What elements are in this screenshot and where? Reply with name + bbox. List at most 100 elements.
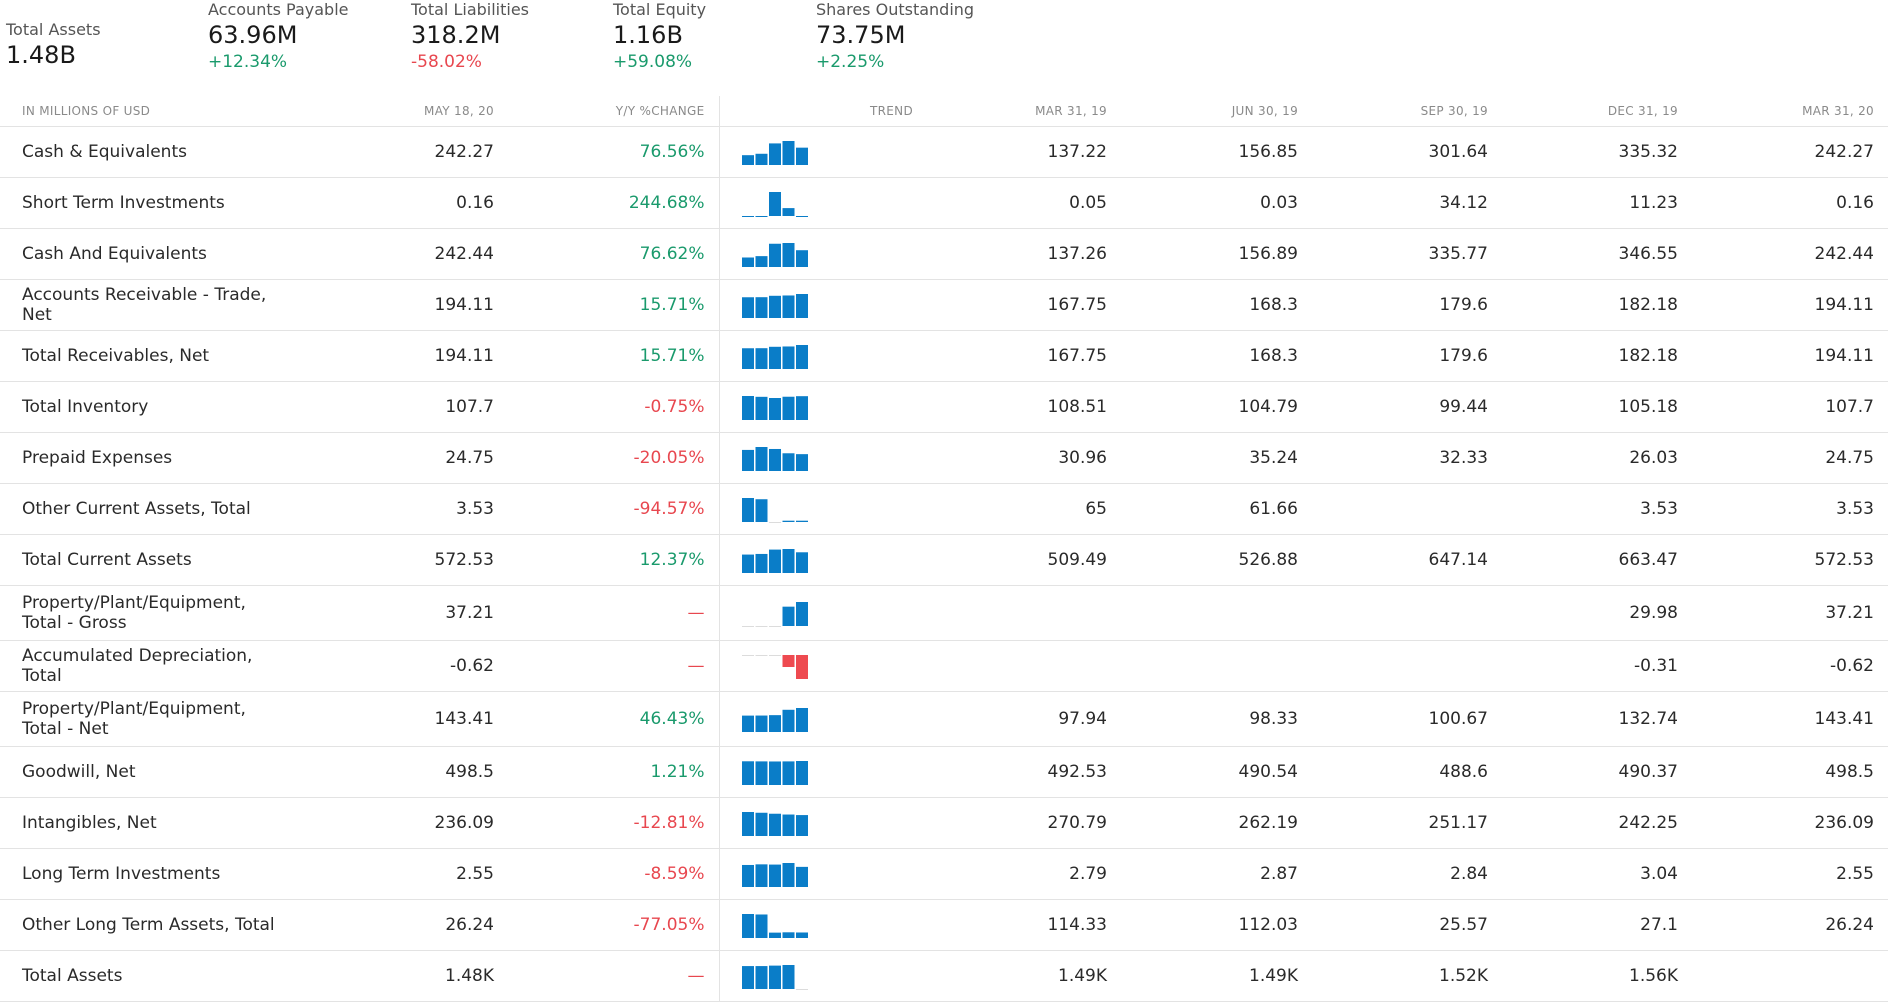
row-period-value: 526.88 [1121, 534, 1312, 586]
row-label: Total Current Assets [0, 534, 300, 586]
row-period-value: 137.26 [927, 228, 1121, 280]
sparkline-chart [741, 602, 808, 627]
row-period-value: 167.75 [927, 279, 1121, 331]
header-latest[interactable]: MAY 18, 20 [300, 96, 508, 127]
table-row[interactable]: Total Assets 1.48K —1.49K 1.49K 1.52K 1.56K [0, 950, 1888, 1002]
table-row[interactable]: Other Current Assets, Total 3.53 -94.57% 65… [0, 483, 1888, 535]
row-period-value: 179.6 [1312, 279, 1502, 331]
table-row[interactable]: Intangibles, Net 236.09 -12.81% 270.79 262.1… [0, 797, 1888, 849]
header-trend: TREND [719, 96, 927, 127]
row-label: Long Term Investments [0, 848, 300, 900]
row-period-value: -0.62 [1692, 640, 1888, 692]
sparkline-bar [795, 294, 808, 318]
sparkline-bar [741, 864, 754, 887]
table-row[interactable]: Accounts Receivable - Trade, Net 194.11 15… [0, 279, 1888, 331]
row-period-value [1312, 585, 1502, 641]
row-period-value: 1.56K [1502, 950, 1692, 1002]
sparkline-bar [768, 143, 781, 165]
row-period-value: 108.51 [927, 381, 1121, 433]
sparkline-bar [795, 345, 808, 369]
header-yoy-change[interactable]: Y/Y %CHANGE [508, 96, 720, 127]
table-body: Cash & Equivalents 242.27 76.56% 137.22 156.… [0, 126, 1888, 1002]
row-trend-sparkline [719, 177, 927, 229]
row-period-value: 236.09 [1692, 797, 1888, 849]
sparkline-bar [741, 761, 754, 785]
metric-label: Total Assets [6, 20, 101, 39]
sparkline-chart [741, 863, 808, 887]
header-period-1[interactable]: MAR 31, 19 [927, 96, 1121, 127]
header-period-4[interactable]: DEC 31, 19 [1502, 96, 1692, 127]
row-period-value: 137.22 [927, 126, 1121, 178]
sparkline-bar [768, 932, 781, 938]
sparkline-bar [741, 715, 754, 732]
sparkline-bar [782, 396, 794, 420]
row-period-value [927, 640, 1121, 692]
row-period-value [1312, 483, 1502, 535]
header-period-5[interactable]: MAR 31, 20 [1692, 96, 1888, 127]
row-period-value: 3.04 [1502, 848, 1692, 900]
sparkline-chart [741, 708, 808, 732]
row-period-value: 61.66 [1121, 483, 1312, 535]
sparkline-chart [741, 655, 808, 679]
row-trend-sparkline [719, 534, 927, 586]
table-row[interactable]: Total Inventory 107.7 -0.75% 108.51 104.79 99… [0, 381, 1888, 433]
header-period-2[interactable]: JUN 30, 19 [1121, 96, 1312, 127]
metric-label: Accounts Payable [208, 0, 349, 19]
row-trend-sparkline [719, 381, 927, 433]
row-period-value: 2.87 [1121, 848, 1312, 900]
metric-value: 318.2M [411, 21, 501, 49]
table-row[interactable]: Property/Plant/Equipment, Total - Gross 3… [0, 585, 1888, 641]
row-period-value: 335.77 [1312, 228, 1502, 280]
table-row[interactable]: Total Receivables, Net 194.11 15.71% 167.75… [0, 330, 1888, 382]
row-yoy-change: -0.75% [508, 381, 720, 433]
row-period-value: 2.55 [1692, 848, 1888, 900]
sparkline-bar [768, 864, 781, 887]
row-period-value: 104.79 [1121, 381, 1312, 433]
table-row[interactable]: Property/Plant/Equipment, Total - Net 143… [0, 691, 1888, 747]
sparkline-bar [768, 398, 781, 420]
sparkline-chart [741, 549, 808, 573]
row-label: Property/Plant/Equipment, Total - Gross [0, 585, 300, 641]
header-period-3[interactable]: SEP 30, 19 [1312, 96, 1502, 127]
table-row[interactable]: Accumulated Depreciation, Total -0.62— -0.… [0, 640, 1888, 692]
table-row[interactable]: Cash And Equivalents 242.44 76.62% 137.26 15… [0, 228, 1888, 280]
sparkline-bar [755, 761, 767, 785]
table-row[interactable]: Prepaid Expenses 24.75 -20.05% 30.96 35.24 32… [0, 432, 1888, 484]
row-label: Cash & Equivalents [0, 126, 300, 178]
row-period-value: 99.44 [1312, 381, 1502, 433]
balance-sheet-table: IN MILLIONS OF USD MAY 18, 20 Y/Y %CHANG… [0, 96, 1888, 1002]
row-yoy-change: — [508, 585, 720, 641]
row-period-value: 0.05 [927, 177, 1121, 229]
sparkline-chart [741, 812, 808, 836]
row-yoy-change: -77.05% [508, 899, 720, 951]
sparkline-chart [741, 447, 808, 471]
row-yoy-change: 244.68% [508, 177, 720, 229]
table-row[interactable]: Total Current Assets 572.53 12.37% 509.49 52… [0, 534, 1888, 586]
sparkline-bar [782, 932, 794, 938]
row-period-value: 132.74 [1502, 691, 1692, 747]
row-latest-value: 143.41 [300, 691, 508, 747]
sparkline-bar [782, 655, 794, 667]
sparkline-bar [755, 966, 767, 989]
row-latest-value: 107.7 [300, 381, 508, 433]
row-period-value: 168.3 [1121, 330, 1312, 382]
sparkline-bar [795, 866, 808, 887]
sparkline-bar [755, 864, 767, 887]
sparkline-bar [782, 243, 794, 267]
sparkline-bar [795, 552, 808, 573]
table-row[interactable]: Long Term Investments 2.55 -8.59% 2.79 2.87 2… [0, 848, 1888, 900]
row-label: Other Current Assets, Total [0, 483, 300, 535]
table-row[interactable]: Cash & Equivalents 242.27 76.56% 137.22 156.… [0, 126, 1888, 178]
table-row[interactable]: Short Term Investments 0.16 244.68% 0.05 0.0… [0, 177, 1888, 229]
sparkline-chart [741, 761, 808, 785]
sparkline-bar [768, 715, 781, 732]
row-latest-value: 242.44 [300, 228, 508, 280]
metric-label: Shares Outstanding [816, 0, 975, 19]
table-row[interactable]: Other Long Term Assets, Total 26.24 -77.05… [0, 899, 1888, 951]
sparkline-bar [741, 396, 754, 420]
row-label: Property/Plant/Equipment, Total - Net [0, 691, 300, 747]
summary-metrics: Total Assets 1.48B Accounts Payable 63.9… [0, 0, 1888, 96]
row-label: Total Receivables, Net [0, 330, 300, 382]
sparkline-bar [755, 499, 767, 522]
table-row[interactable]: Goodwill, Net 498.5 1.21% 492.53 490.54 488.6… [0, 746, 1888, 798]
